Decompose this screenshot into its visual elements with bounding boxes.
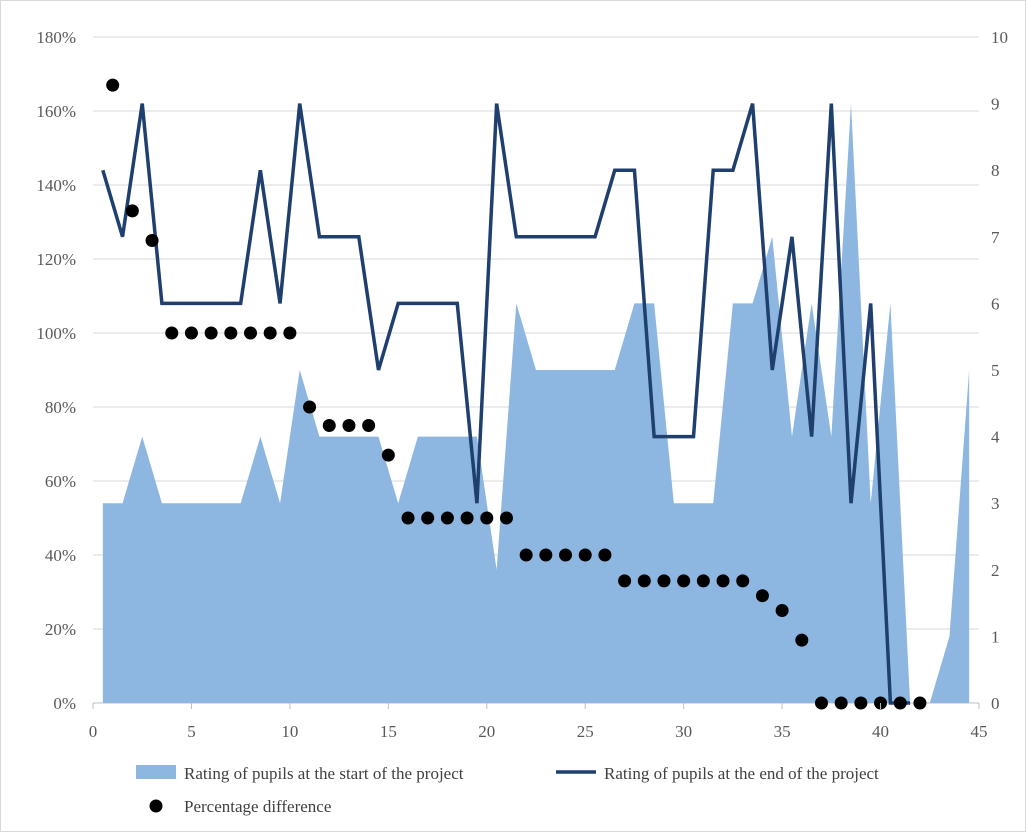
x-tick-label: 15 [380, 722, 397, 741]
y-left-tick-label: 100% [36, 324, 76, 343]
legend-label-end-rating: Rating of pupils at the end of the proje… [604, 764, 879, 783]
y-left-tick-label: 20% [45, 620, 76, 639]
y-right-tick-label: 8 [991, 161, 1000, 180]
percentage-difference-point [165, 326, 179, 340]
legend-label-start-rating: Rating of pupils at the start of the pro… [184, 764, 464, 783]
percentage-difference-point [303, 400, 317, 414]
percentage-difference-point [204, 326, 218, 340]
percentage-difference-point [460, 511, 474, 525]
percentage-difference-point [893, 696, 907, 710]
end-rating-line-layer [101, 103, 911, 705]
y-left-tick-label: 160% [36, 102, 76, 121]
percentage-difference-point [755, 589, 769, 603]
y-left-tick-label: 80% [45, 398, 76, 417]
percentage-difference-point [224, 326, 238, 340]
y-right-tick-label: 3 [991, 494, 1000, 513]
percentage-difference-point [814, 696, 828, 710]
y-right-tick-label: 0 [991, 694, 1000, 713]
percentage-difference-point [125, 204, 139, 218]
percentage-difference-point [677, 574, 691, 588]
percentage-difference-point [499, 511, 513, 525]
x-tick-label: 40 [872, 722, 889, 741]
percentage-difference-point [559, 548, 573, 562]
percentage-difference-point [539, 548, 553, 562]
x-tick-label: 45 [971, 722, 988, 741]
x-tick-label: 20 [478, 722, 495, 741]
x-tick-label: 35 [774, 722, 791, 741]
percentage-difference-point [637, 574, 651, 588]
percentage-difference-point [244, 326, 258, 340]
percentage-difference-point [106, 78, 120, 92]
percentage-difference-point [263, 326, 277, 340]
y-right-tick-label: 10 [991, 28, 1008, 47]
x-tick-label: 0 [89, 722, 98, 741]
percentage-difference-point [657, 574, 671, 588]
legend-label-percentage-difference: Percentage difference [184, 797, 331, 816]
y-right-tick-label: 4 [991, 428, 1000, 447]
y-right-tick-label: 6 [991, 294, 1000, 313]
percentage-difference-point [184, 326, 198, 340]
y-left-tick-label: 40% [45, 546, 76, 565]
y-left-tick-label: 120% [36, 250, 76, 269]
percentage-difference-point [736, 574, 750, 588]
percentage-difference-point [578, 548, 592, 562]
percentage-difference-points [106, 78, 927, 710]
percentage-difference-point [913, 696, 927, 710]
percentage-difference-point [480, 511, 494, 525]
legend-swatch-percentage-difference [149, 799, 163, 813]
axes: 0%20%40%60%80%100%120%140%160%180%012345… [36, 28, 1008, 741]
x-tick-label: 10 [281, 722, 298, 741]
percentage-difference-point [716, 574, 730, 588]
percentage-difference-point [696, 574, 710, 588]
percentage-difference-point [381, 448, 395, 462]
percentage-difference-point [775, 604, 789, 617]
percentage-difference-point [618, 574, 632, 588]
percentage-difference-point [795, 633, 809, 647]
x-tick-label: 5 [187, 722, 196, 741]
percentage-difference-point [362, 419, 376, 432]
x-tick-label: 30 [675, 722, 692, 741]
percentage-difference-point [598, 548, 612, 562]
percentage-difference-point [421, 511, 435, 525]
y-right-tick-label: 2 [991, 561, 1000, 580]
x-tick-label: 25 [577, 722, 594, 741]
percentage-difference-point [519, 548, 533, 562]
percentage-difference-point [322, 419, 336, 432]
y-right-tick-label: 9 [991, 95, 1000, 114]
y-left-tick-label: 0% [53, 694, 76, 713]
end-rating-line [101, 103, 911, 705]
start-rating-area-layer [102, 103, 970, 704]
legend: Rating of pupils at the start of the pro… [136, 764, 879, 816]
y-left-tick-label: 180% [36, 28, 76, 47]
y-right-tick-label: 1 [991, 627, 1000, 646]
y-right-tick-label: 7 [991, 228, 1000, 247]
percentage-difference-point [854, 696, 868, 710]
percentage-difference-point [401, 511, 415, 525]
y-right-tick-label: 5 [991, 361, 1000, 380]
legend-swatch-start-rating [136, 765, 176, 779]
percentage-difference-point [342, 419, 356, 432]
start-rating-area [102, 103, 970, 704]
y-left-tick-label: 140% [36, 176, 76, 195]
percentage-difference-point [145, 234, 159, 247]
percentage-difference-point [440, 511, 454, 525]
percentage-difference-point [283, 326, 297, 340]
percentage-difference-point [834, 696, 848, 710]
y-left-tick-label: 60% [45, 472, 76, 491]
